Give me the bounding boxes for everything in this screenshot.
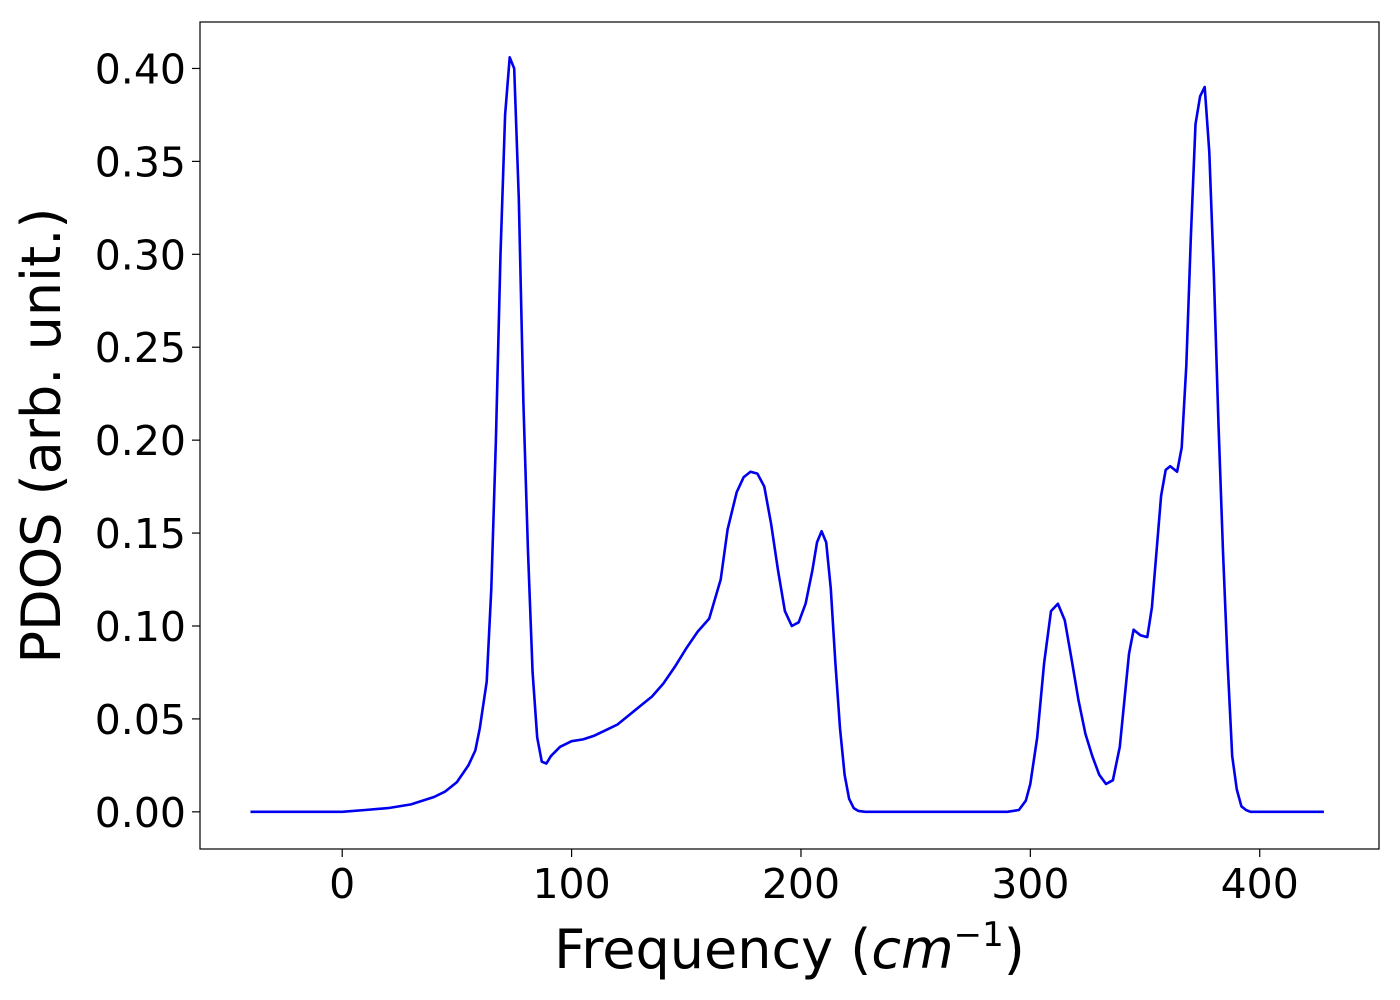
x-tick-label: 300	[991, 860, 1069, 908]
y-tick-label: 0.00	[95, 789, 186, 837]
x-axis-ticks: 0 100 200 300 400	[329, 849, 1299, 908]
plot-area-frame	[199, 21, 1380, 850]
x-axis-label-suffix: )	[1004, 918, 1025, 981]
y-tick-label: 0.20	[95, 417, 186, 465]
y-tick-label: 0.40	[95, 45, 186, 93]
x-axis-label-prefix: Frequency (	[554, 918, 871, 981]
y-tick-label: 0.30	[95, 231, 186, 279]
series-layer	[250, 55, 1324, 814]
x-axis-label-exponent: −1	[954, 915, 1004, 955]
x-axis-label-unit: cm	[871, 918, 953, 981]
y-tick-label: 0.10	[95, 603, 186, 651]
x-tick-label: 100	[532, 860, 610, 908]
y-tick-label: 0.35	[95, 138, 186, 186]
y-tick-label: 0.25	[95, 324, 186, 372]
x-tick-label: 400	[1221, 860, 1299, 908]
y-tick-label: 0.05	[95, 696, 186, 744]
x-tick-label: 200	[762, 860, 840, 908]
y-axis-label: PDOS (arb. unit.)	[10, 208, 73, 664]
x-axis-label: Frequency (cm−1)	[554, 915, 1025, 981]
y-tick-label: 0.15	[95, 510, 186, 558]
y-axis-ticks: 0.00 0.05 0.10 0.15 0.20 0.25 0.30 0.35 0.40	[95, 45, 200, 837]
x-tick-label: 0	[329, 860, 355, 908]
pdos-series-line-0	[250, 55, 1324, 814]
